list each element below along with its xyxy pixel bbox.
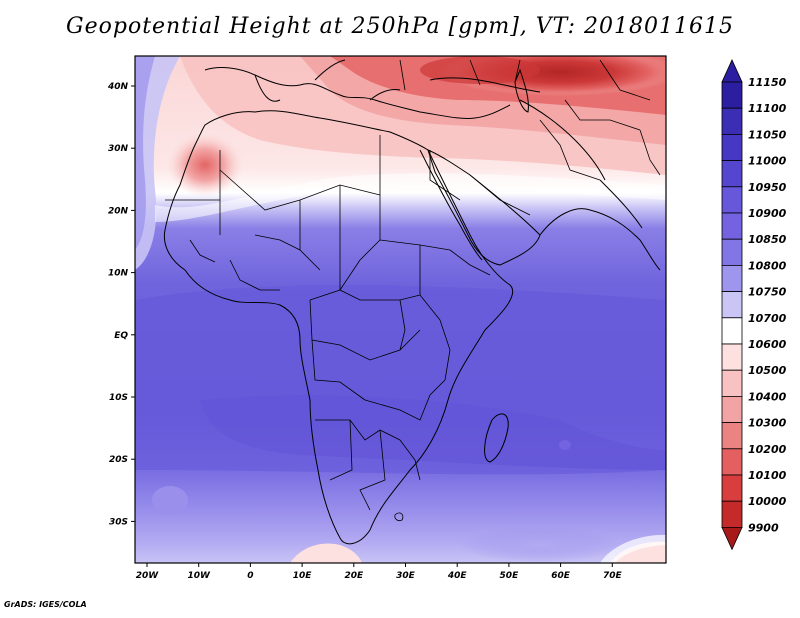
colorbar-segment (721, 474, 743, 502)
grads-credit: GrADS: IGES/COLA (4, 600, 87, 609)
lat-tick-label: 30S (109, 517, 128, 527)
colorbar-segment (721, 422, 743, 450)
colorbar-label: 11000 (748, 155, 787, 168)
colorbar-label: 10500 (748, 364, 787, 377)
lon-tick-label: 50E (500, 571, 520, 581)
colorbar-label: 10950 (748, 181, 787, 194)
lon-tick-label: 40E (447, 571, 468, 581)
colorbar-segment (721, 500, 743, 528)
colorbar-label: 10700 (748, 312, 787, 325)
colorbar-label: 10200 (748, 443, 787, 456)
coastlines (163, 59, 661, 545)
colorbar-segment (721, 238, 743, 266)
colorbar-segment (721, 395, 743, 423)
lon-tick-label: 10E (293, 571, 313, 581)
latitude-axis: 40N 30N 20N 10N EQ 10S 20S 30S (107, 82, 135, 527)
colorbar-label: 10900 (748, 207, 787, 220)
colorbar-segment (721, 212, 743, 240)
lat-tick-label: 10N (108, 269, 129, 279)
lon-tick-label: 60E (551, 571, 571, 581)
lon-tick-label: 30E (396, 571, 416, 581)
colorbar-label: 10300 (748, 417, 787, 430)
colorbar-bottom-triangle (721, 527, 743, 551)
colorbar-label: 10750 (748, 286, 787, 299)
map-title: Geopotential Height at 250hPa [gpm], VT:… (66, 14, 734, 39)
colorbar-segment (721, 264, 743, 292)
height-field (135, 56, 666, 563)
lat-tick-label: EQ (114, 331, 128, 341)
colorbar-segment (721, 186, 743, 214)
colorbar-segment (721, 81, 743, 109)
lon-tick-label: 70E (603, 571, 623, 581)
colorbar-label: 10400 (748, 390, 787, 403)
colorbar-label: 11150 (748, 76, 787, 89)
colorbar-label: 10000 (748, 495, 787, 508)
colorbar-label: 10850 (748, 233, 787, 246)
borders (165, 59, 661, 522)
colorbar-segment (721, 317, 743, 345)
colorbar-segment (721, 133, 743, 161)
colorbar-top-triangle (721, 59, 743, 83)
colorbar-segment (721, 107, 743, 135)
lat-tick-label: 40N (107, 82, 129, 92)
colorbar-label: 10600 (748, 338, 787, 351)
colorbar-label: 10800 (748, 259, 787, 272)
colorbar: 11150 11100 11050 11000 10950 10900 10850 10800… (721, 59, 787, 551)
lon-tick-label: 10W (187, 571, 211, 581)
lat-tick-label: 20N (108, 206, 129, 216)
colorbar-label: 9900 (748, 521, 779, 534)
colorbar-label: 11100 (748, 102, 787, 115)
colorbar-segment (721, 291, 743, 319)
lon-tick-label: 20W (136, 571, 160, 581)
lat-tick-label: 30N (108, 144, 129, 154)
colorbar-segment (721, 369, 743, 397)
lat-tick-label: 10S (109, 393, 128, 403)
colorbar-segment (721, 343, 743, 371)
colorbar-segment (721, 448, 743, 476)
lon-tick-label: 20E (344, 571, 364, 581)
colorbar-label: 10100 (748, 469, 787, 482)
colorbar-label: 11050 (748, 128, 787, 141)
longitude-axis: 20W 10W 0 10E 20E 30E 40E 50E 60E 70E (136, 563, 623, 581)
colorbar-segment (721, 160, 743, 188)
lat-tick-label: 20S (109, 455, 128, 465)
lon-tick-label: 0 (247, 571, 253, 581)
plot-frame (134, 55, 667, 564)
